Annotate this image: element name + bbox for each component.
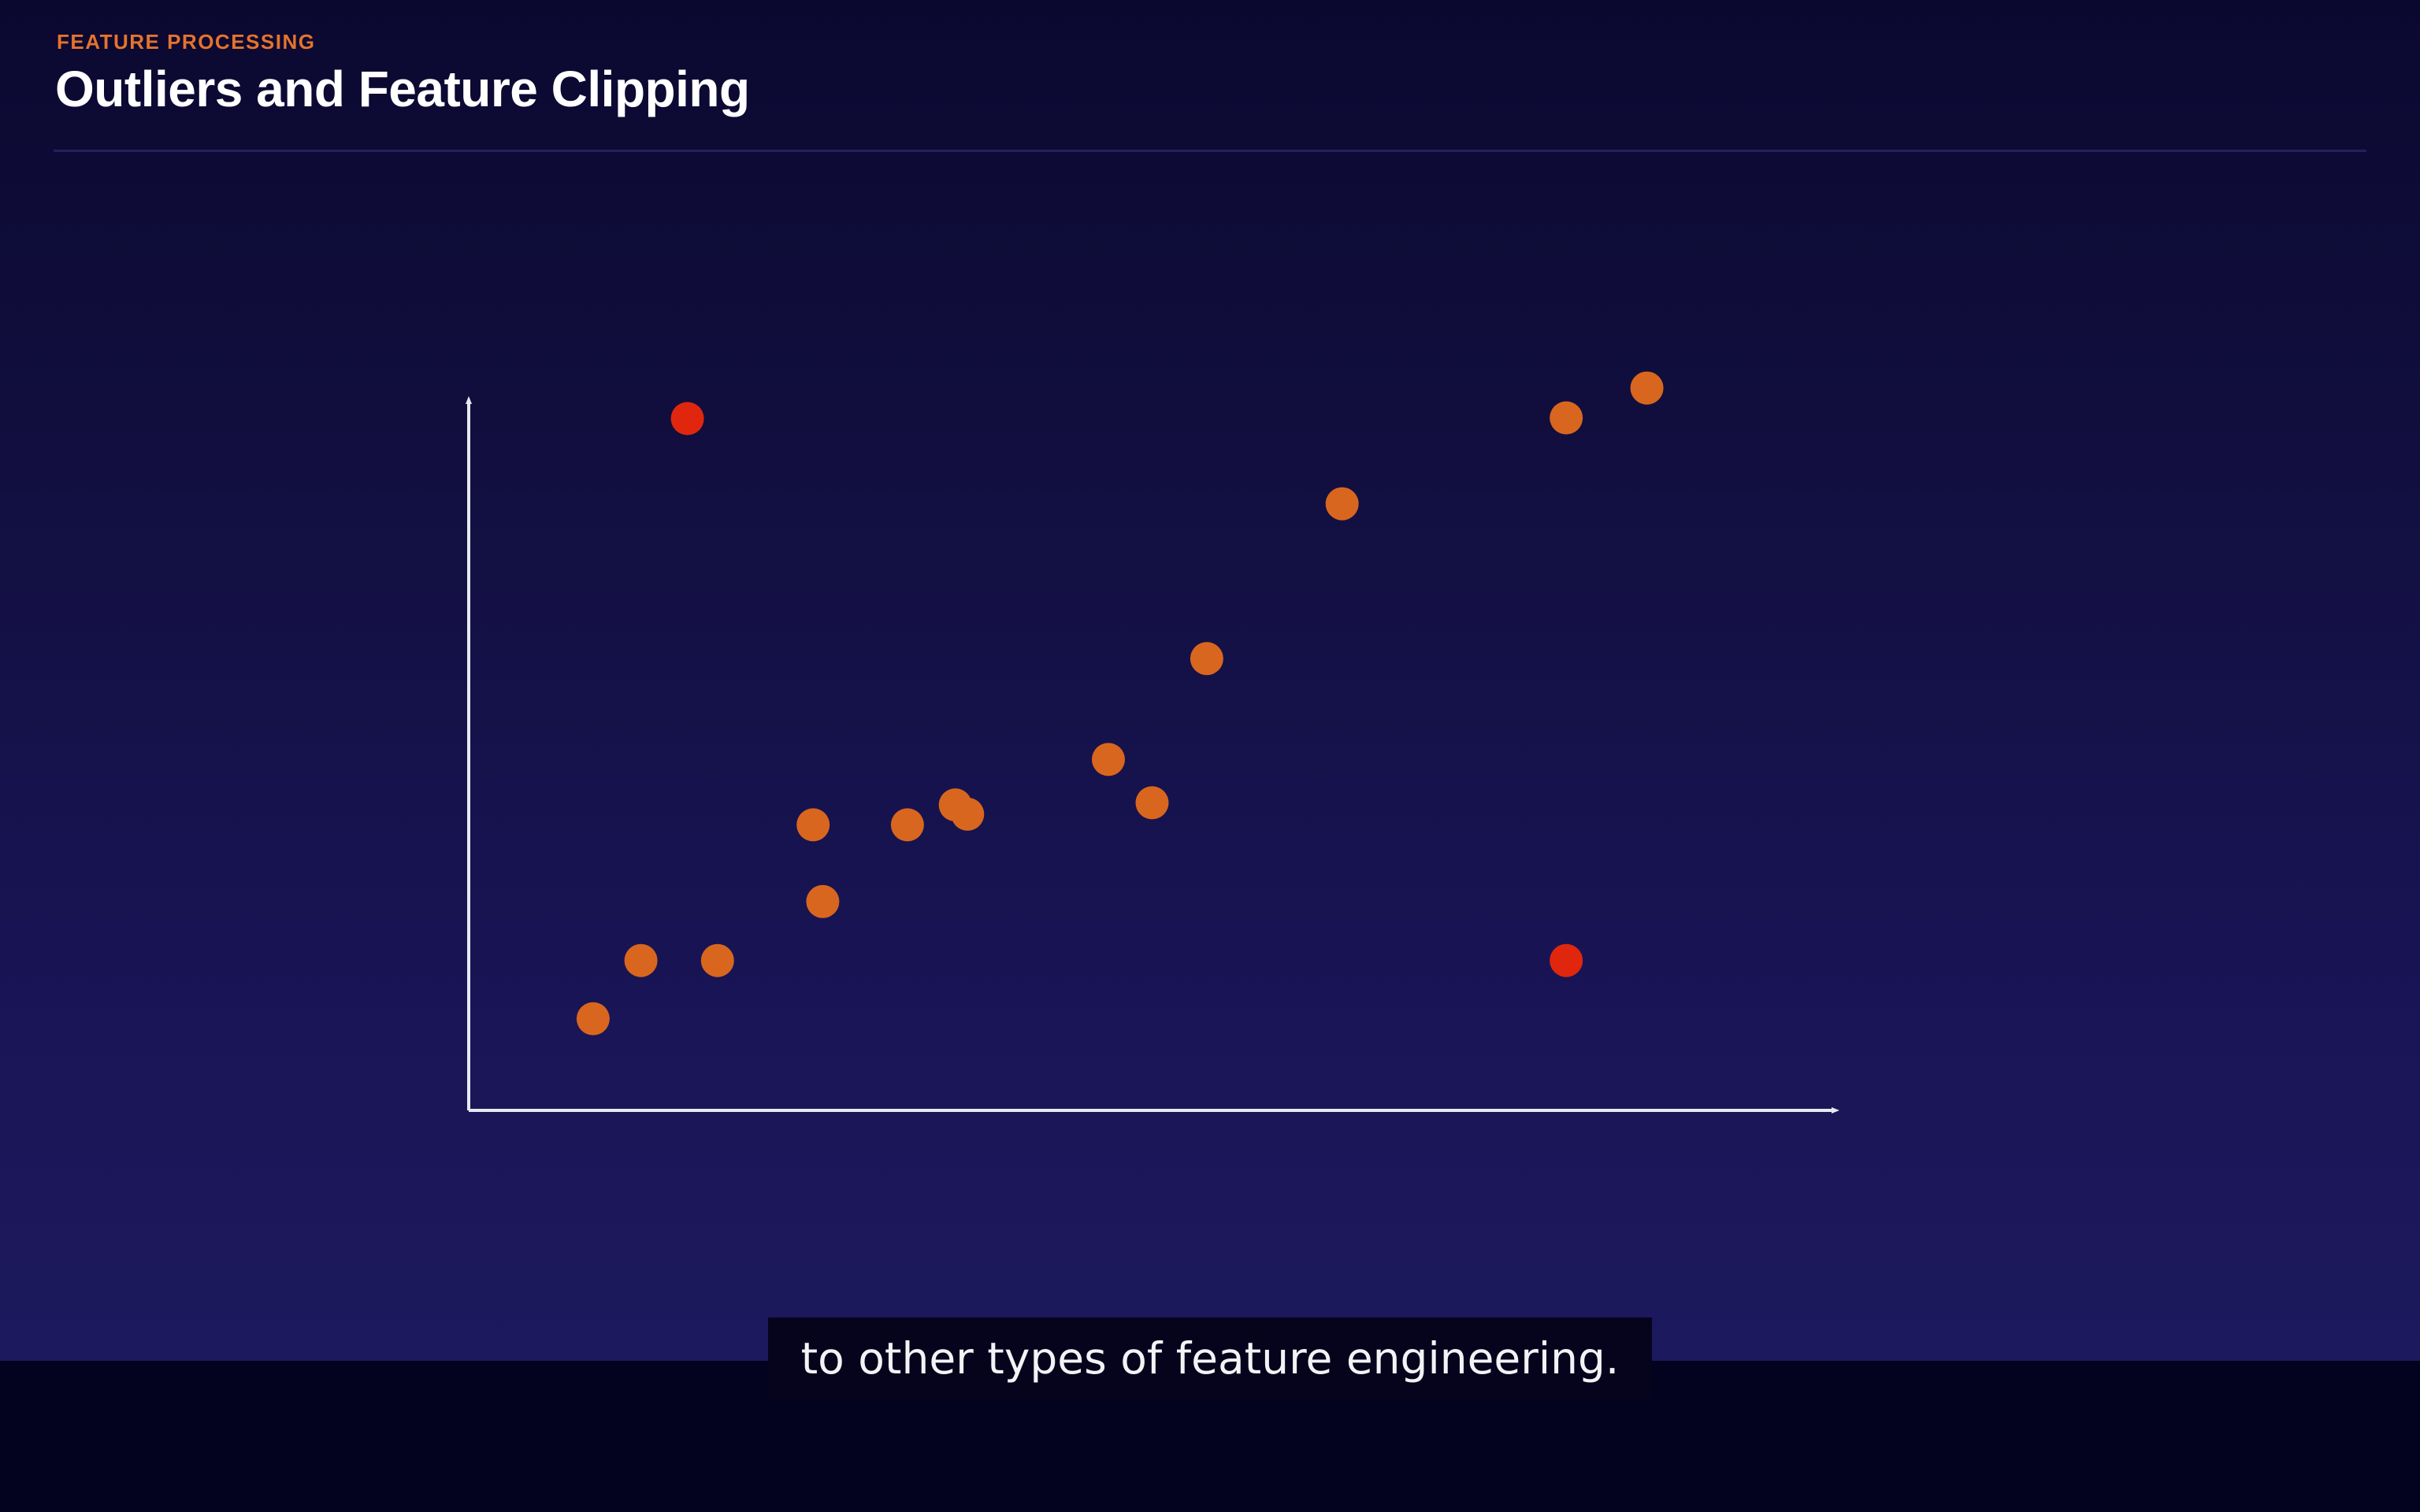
data-point <box>1092 743 1125 776</box>
slide: FEATURE PROCESSING Outliers and Feature … <box>0 0 2420 1361</box>
chart-axes <box>466 396 1839 1114</box>
data-point <box>951 797 985 831</box>
data-point <box>796 808 830 842</box>
data-point <box>890 808 924 842</box>
data-points <box>576 371 1664 1036</box>
data-point <box>1190 642 1223 676</box>
data-point <box>1135 786 1169 820</box>
outlier-point <box>670 402 704 435</box>
data-point <box>700 943 734 977</box>
data-point <box>576 1002 610 1036</box>
data-point <box>1325 487 1359 521</box>
data-point <box>1630 371 1664 405</box>
data-point <box>806 884 840 918</box>
section-label: FEATURE PROCESSING <box>57 30 316 54</box>
title-divider <box>54 150 2366 152</box>
slide-title: Outliers and Feature Clipping <box>55 61 750 117</box>
outlier-point <box>1550 943 1583 977</box>
data-point <box>1550 401 1583 435</box>
scatter-chart <box>466 371 1839 1114</box>
subtitle-box: to other types of feature engineering. <box>768 1317 1652 1399</box>
subtitle-text: to other types of feature engineering. <box>800 1333 1620 1384</box>
data-point <box>624 943 658 977</box>
